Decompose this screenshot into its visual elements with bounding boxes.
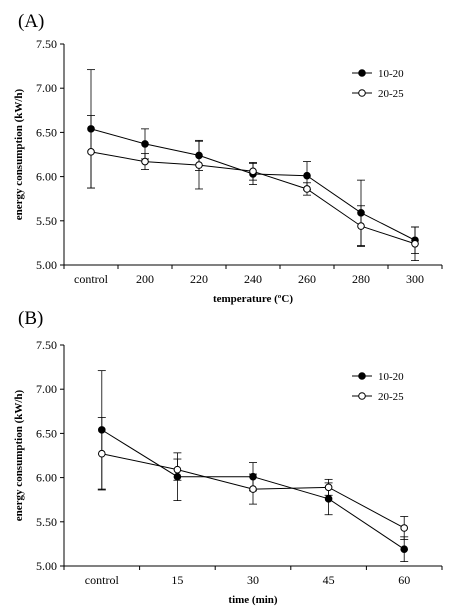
panel-label: (A) bbox=[18, 11, 44, 32]
legend: 10-20 20-25 bbox=[352, 68, 404, 100]
series-0 bbox=[87, 69, 419, 254]
panel-label: (B) bbox=[18, 308, 43, 329]
x-tick-label: control bbox=[85, 573, 120, 587]
data-point-open bbox=[141, 157, 149, 166]
legend-label: 10-20 bbox=[378, 68, 404, 80]
legend-marker-filled bbox=[358, 69, 366, 77]
y-tick-label: 5.00 bbox=[36, 559, 57, 573]
y-tick-label: 5.50 bbox=[36, 214, 57, 228]
data-point-open bbox=[357, 222, 365, 230]
legend-marker-filled bbox=[358, 372, 366, 380]
legend-label: 20-25 bbox=[378, 391, 404, 403]
y-tick-label: 6.50 bbox=[36, 426, 57, 440]
x-tick-label: 260 bbox=[298, 272, 316, 286]
data-point-open bbox=[98, 449, 106, 458]
y-tick-label: 7.50 bbox=[36, 338, 57, 352]
data-point-open bbox=[249, 485, 257, 493]
x-tick-label: 300 bbox=[406, 272, 424, 286]
y-tick-label: 7.00 bbox=[36, 81, 57, 95]
chart-panel-a: (A) 5.00 5.50 6.00 6.50 7.00 7.50 control 200 220… bbox=[13, 11, 443, 305]
x-tick-label: 45 bbox=[323, 573, 335, 587]
x-tick-label: 240 bbox=[244, 272, 262, 286]
data-point-filled bbox=[324, 495, 333, 503]
x-tick-label: 30 bbox=[247, 573, 259, 587]
y-tick-label: 6.00 bbox=[36, 471, 57, 485]
series-1 bbox=[97, 417, 409, 540]
y-axis-title: energy consumption (kW/h) bbox=[13, 389, 25, 521]
y-tick-label: 7.00 bbox=[36, 382, 57, 396]
chart-panel-b: (B) 5.00 5.50 6.00 6.50 7.00 7.50 control 15 30 45… bbox=[13, 308, 443, 606]
legend-label: 10-20 bbox=[378, 371, 404, 383]
x-tick-label: 200 bbox=[136, 272, 154, 286]
y-tick-label: 5.50 bbox=[36, 515, 57, 529]
x-axis-title: time (min) bbox=[228, 594, 278, 606]
legend-marker-open bbox=[358, 89, 366, 97]
y-axis-title: energy consumption (kW/h) bbox=[13, 88, 25, 220]
data-point-open bbox=[303, 185, 311, 193]
x-tick-label: 15 bbox=[171, 573, 183, 587]
data-point-filled bbox=[303, 171, 311, 180]
y-tick-label: 6.00 bbox=[36, 170, 57, 184]
data-point-open bbox=[173, 465, 182, 474]
legend-marker-open bbox=[358, 392, 366, 400]
x-tick-label: 60 bbox=[398, 573, 410, 587]
data-point-filled bbox=[400, 545, 409, 554]
data-point-open bbox=[87, 148, 95, 156]
legend-label: 20-25 bbox=[378, 88, 404, 100]
x-tick-label: 280 bbox=[352, 272, 370, 286]
x-tick-label: 220 bbox=[190, 272, 208, 286]
y-tick-label: 5.00 bbox=[36, 258, 57, 272]
y-tick-label: 7.50 bbox=[36, 37, 57, 51]
data-point-open bbox=[324, 483, 333, 492]
data-point-open bbox=[400, 524, 409, 532]
x-axis-title: temperature (ºC) bbox=[213, 293, 293, 305]
series-1 bbox=[87, 115, 419, 261]
data-point-filled bbox=[141, 140, 149, 148]
x-tick-label: control bbox=[74, 272, 109, 286]
legend: 10-20 20-25 bbox=[352, 371, 404, 403]
data-point-open bbox=[249, 167, 257, 176]
data-point-open bbox=[195, 161, 203, 169]
y-tick-label: 6.50 bbox=[36, 125, 57, 139]
data-point-open bbox=[411, 239, 419, 248]
